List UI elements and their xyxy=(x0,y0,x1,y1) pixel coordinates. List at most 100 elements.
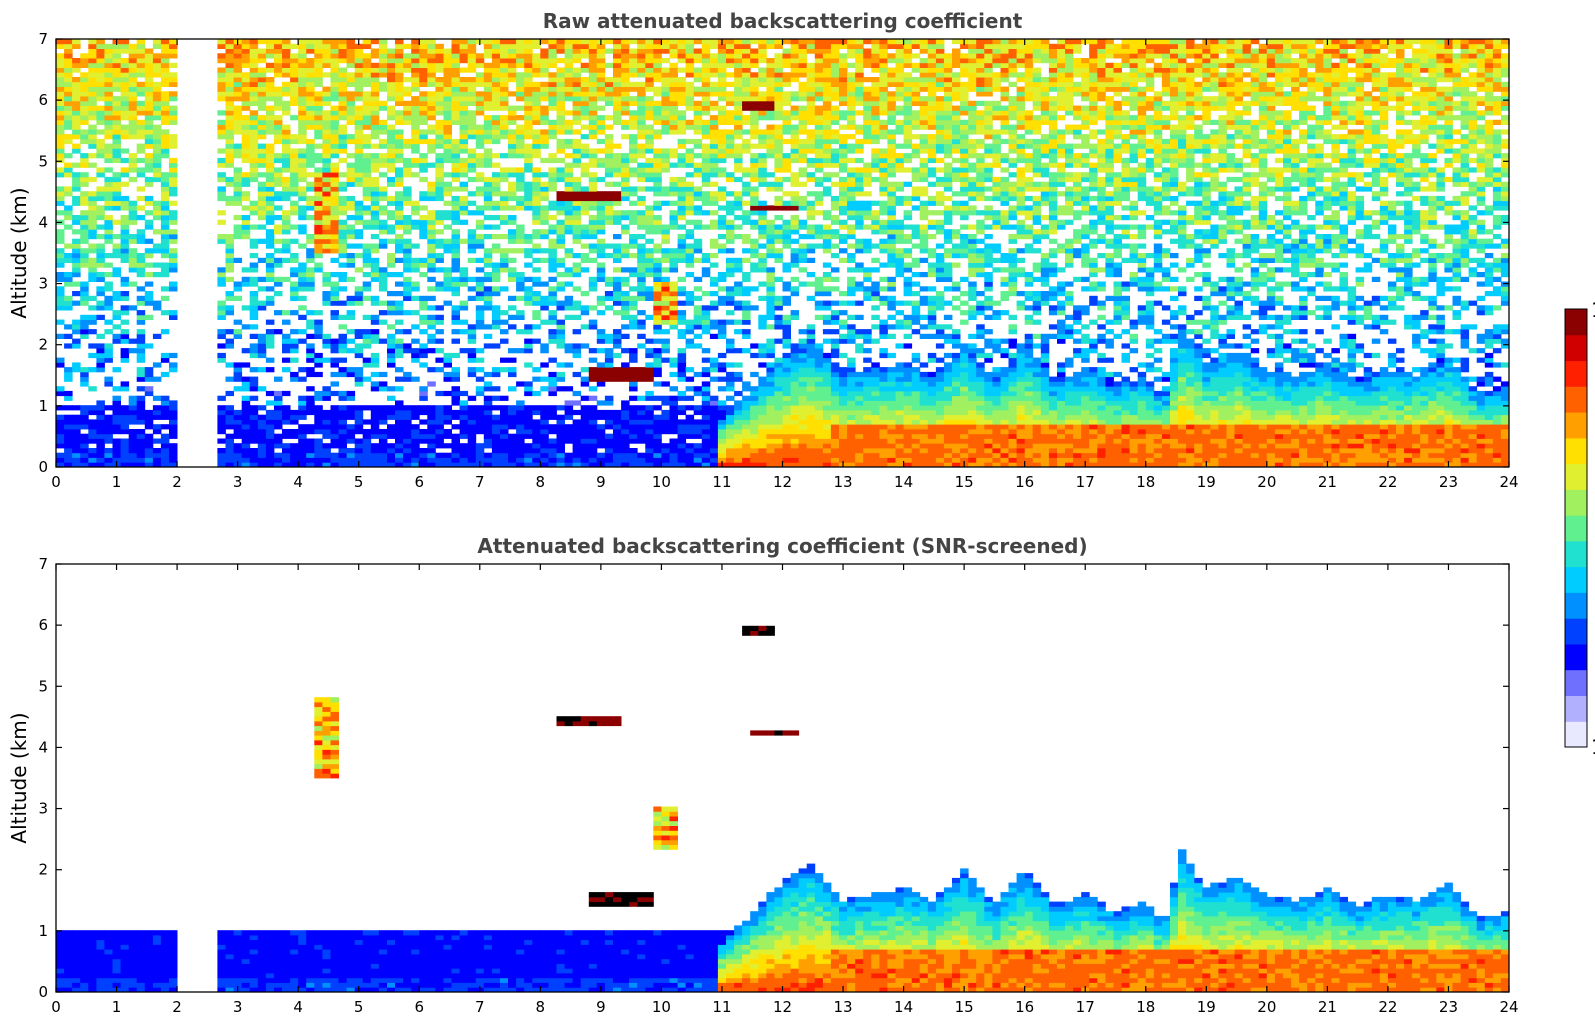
heatmap-cell xyxy=(234,115,243,120)
heatmap-cell xyxy=(80,101,89,106)
heatmap-cell xyxy=(363,144,372,149)
heatmap-cell xyxy=(331,362,340,367)
heatmap-cell xyxy=(524,44,533,49)
heatmap-cell xyxy=(395,201,404,206)
heatmap-cell xyxy=(460,305,469,310)
heatmap-cell xyxy=(508,196,517,201)
heatmap-cell xyxy=(387,129,396,134)
heatmap-cell xyxy=(217,172,226,177)
heatmap-cell xyxy=(444,115,453,120)
heatmap-cell xyxy=(427,324,436,329)
heatmap-cell xyxy=(452,305,461,310)
heatmap-cell xyxy=(258,334,267,339)
heatmap-cell xyxy=(88,139,97,144)
heatmap-cell xyxy=(161,144,170,149)
heatmap-cell xyxy=(129,396,138,401)
heatmap-cell xyxy=(500,220,509,225)
heatmap-cell xyxy=(290,443,299,448)
heatmap-cell xyxy=(371,77,380,82)
heatmap-cell xyxy=(169,191,178,196)
heatmap-cell xyxy=(492,72,501,77)
heatmap-cell xyxy=(557,334,566,339)
heatmap-cell xyxy=(468,353,477,358)
heatmap-cell xyxy=(282,429,291,434)
heatmap-cell xyxy=(137,434,146,439)
heatmap-cell xyxy=(145,63,154,68)
heatmap-cell xyxy=(532,58,541,63)
heatmap-cell xyxy=(226,177,235,182)
heatmap-cell xyxy=(64,210,73,215)
heatmap-cell xyxy=(557,272,566,277)
heatmap-cell xyxy=(355,367,364,372)
heatmap-cell xyxy=(226,377,235,382)
heatmap-cell xyxy=(242,267,251,272)
heatmap-cell xyxy=(492,324,501,329)
heatmap-cell xyxy=(298,96,307,101)
heatmap-cell xyxy=(460,44,469,49)
heatmap-cell xyxy=(56,68,65,73)
heatmap-cell xyxy=(355,215,364,220)
heatmap-cell xyxy=(169,429,178,434)
heatmap-cell xyxy=(234,186,243,191)
heatmap-cell xyxy=(427,53,436,58)
heatmap-cell xyxy=(557,96,566,101)
heatmap-cell xyxy=(322,63,331,68)
heatmap-cell xyxy=(548,239,557,244)
heatmap-cell xyxy=(266,144,275,149)
heatmap-cell xyxy=(557,434,566,439)
heatmap-cell xyxy=(339,68,348,73)
heatmap-cell xyxy=(403,229,412,234)
heatmap-cell xyxy=(435,167,444,172)
heatmap-cell xyxy=(516,296,525,301)
heatmap-cell xyxy=(516,381,525,386)
heatmap-cell xyxy=(169,201,178,206)
heatmap-cell xyxy=(290,158,299,163)
heatmap-cell xyxy=(395,167,404,172)
heatmap-cell xyxy=(88,91,97,96)
heatmap-cell xyxy=(524,134,533,139)
heatmap-cell xyxy=(565,253,574,258)
heatmap-cell xyxy=(104,53,113,58)
heatmap-cell xyxy=(516,39,525,44)
heatmap-cell xyxy=(492,177,501,182)
heatmap-cell xyxy=(532,72,541,77)
heatmap-cell xyxy=(104,186,113,191)
heatmap-cell xyxy=(242,53,251,58)
heatmap-cell xyxy=(96,301,105,306)
heatmap-cell xyxy=(314,248,323,253)
heatmap-cell xyxy=(145,272,154,277)
heatmap-cell xyxy=(113,144,122,149)
heatmap-cell xyxy=(121,277,130,282)
heatmap-cell xyxy=(169,72,178,77)
heatmap-cell xyxy=(331,258,340,263)
heatmap-cell xyxy=(500,191,509,196)
heatmap-cell xyxy=(371,415,380,420)
heatmap-cell xyxy=(64,277,73,282)
heatmap-cell xyxy=(371,453,380,458)
heatmap-cell xyxy=(274,91,283,96)
heatmap-cell xyxy=(355,286,364,291)
heatmap-cell xyxy=(258,134,267,139)
heatmap-cell xyxy=(145,201,154,206)
heatmap-cell xyxy=(460,163,469,168)
heatmap-cell xyxy=(104,415,113,420)
heatmap-cell xyxy=(80,286,89,291)
heatmap-cell xyxy=(452,339,461,344)
heatmap-cell xyxy=(395,453,404,458)
heatmap-cell xyxy=(435,210,444,215)
heatmap-cell xyxy=(121,329,130,334)
heatmap-cell xyxy=(419,167,428,172)
heatmap-cell xyxy=(565,177,574,182)
heatmap-cell xyxy=(516,148,525,153)
heatmap-cell xyxy=(476,415,485,420)
heatmap-cell xyxy=(557,448,566,453)
heatmap-cell xyxy=(234,72,243,77)
heatmap-cell xyxy=(411,139,420,144)
heatmap-cell xyxy=(96,353,105,358)
heatmap-cell xyxy=(379,144,388,149)
heatmap-cell xyxy=(460,101,469,106)
heatmap-cell xyxy=(363,110,372,115)
heatmap-cell xyxy=(80,115,89,120)
heatmap-cell xyxy=(444,244,453,249)
heatmap-cell xyxy=(427,163,436,168)
